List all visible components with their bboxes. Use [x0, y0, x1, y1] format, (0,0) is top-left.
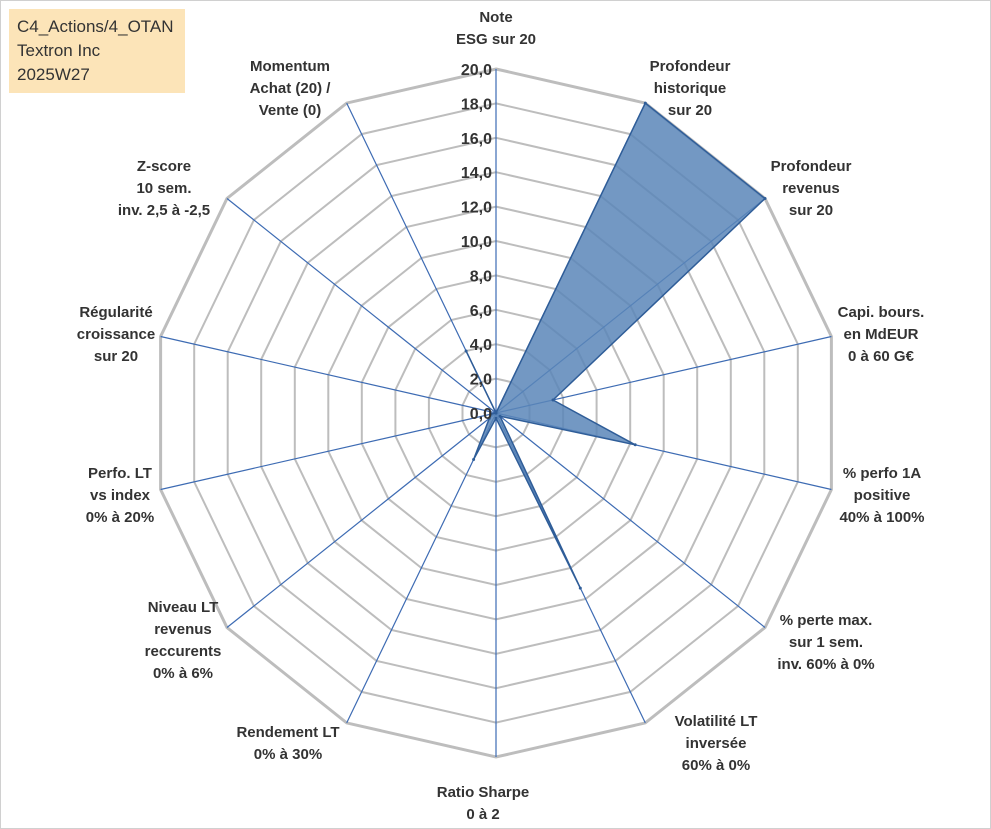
axis-spoke — [495, 412, 766, 628]
axis-label: inversée — [686, 735, 747, 752]
axis-label: 0% à 30% — [254, 746, 322, 763]
info-line-1: C4_Actions/4_OTAN — [17, 17, 174, 36]
axis-label: 0% à 6% — [153, 665, 213, 682]
series-point — [633, 443, 637, 447]
series-point — [498, 414, 502, 418]
tick-label: 20,0 — [461, 62, 492, 79]
axis-label: Ratio Sharpe — [437, 784, 530, 801]
tick-label: 10,0 — [461, 234, 492, 251]
axis-label: 40% à 100% — [839, 509, 924, 526]
axis-spoke — [346, 412, 497, 724]
axis-label: Vente (0) — [259, 102, 322, 119]
axis-label: Volatilité LT — [675, 713, 758, 730]
axis-label: sur 20 — [94, 348, 138, 365]
tick-label: 2,0 — [470, 372, 492, 389]
tick-label: 0,0 — [470, 406, 492, 423]
series-point — [551, 398, 555, 402]
axis-spoke — [160, 335, 497, 414]
tick-label: 16,0 — [461, 131, 492, 148]
series-point — [464, 349, 468, 353]
axis-label: Z-score — [137, 158, 191, 175]
series-point — [494, 411, 498, 415]
axis-label: sur 20 — [789, 202, 833, 219]
series-layer — [464, 101, 767, 590]
label-layer: Note ESG sur 20 Profondeur historique sur 20… — [77, 9, 925, 823]
tick-label: 8,0 — [470, 268, 492, 285]
axis-label: en MdEUR — [844, 326, 919, 343]
axis-label: sur 1 sem. — [789, 634, 863, 651]
axis-label: positive — [854, 487, 911, 504]
axis-label: revenus — [154, 621, 212, 638]
tick-label: 4,0 — [470, 337, 492, 354]
tick-label: 12,0 — [461, 200, 492, 217]
axis-spoke — [160, 412, 497, 491]
axis-label: vs index — [90, 487, 151, 504]
axis-label: Profondeur — [771, 158, 852, 175]
tick-layer: 0,0 2,0 4,0 6,0 8,0 10,0 12,0 14,0 16,0 18,0 20,0 — [461, 62, 492, 423]
tick-label: 6,0 — [470, 303, 492, 320]
series-point — [487, 416, 491, 420]
series-point — [763, 197, 767, 200]
axis-spoke — [226, 198, 497, 414]
axis-label: Note — [479, 9, 512, 26]
axis-label: inv. 60% à 0% — [777, 656, 874, 673]
tick-label: 14,0 — [461, 165, 492, 182]
axis-label: 0% à 20% — [86, 509, 154, 526]
series-point — [472, 458, 476, 461]
axis-label: sur 20 — [668, 102, 712, 119]
axis-label: croissance — [77, 326, 155, 343]
axis-label: Momentum — [250, 58, 330, 75]
info-box: C4_Actions/4_OTAN Textron Inc 2025W27 — [9, 9, 185, 93]
axis-label: reccurents — [145, 643, 222, 660]
axis-label: historique — [654, 80, 727, 97]
axis-label: Niveau LT — [148, 599, 219, 616]
series-point — [643, 101, 647, 105]
axis-label: ESG sur 20 — [456, 31, 536, 48]
axis-label: 0 à 2 — [466, 806, 499, 823]
axis-label: Achat (20) / — [250, 80, 332, 97]
axis-label: 0 à 60 G€ — [848, 348, 915, 365]
axis-label: inv. 2,5 à -2,5 — [118, 202, 210, 219]
axis-label: Rendement LT — [236, 724, 339, 741]
axis-label: Profondeur — [650, 58, 731, 75]
axis-label: Perfo. LT — [88, 465, 152, 482]
series-point — [578, 586, 582, 590]
info-line-2: Textron Inc — [17, 41, 101, 60]
info-line-3: 2025W27 — [17, 65, 90, 84]
tick-label: 18,0 — [461, 96, 492, 113]
series-point — [494, 416, 498, 420]
axis-label: revenus — [782, 180, 840, 197]
axis-label: % perte max. — [780, 612, 873, 629]
series-point — [489, 412, 493, 416]
axis-label: Capi. bours. — [838, 304, 925, 321]
axis-label: Régularité — [79, 304, 152, 321]
axis-label: % perfo 1A — [843, 465, 922, 482]
axis-spoke — [226, 412, 497, 628]
axis-label: 60% à 0% — [682, 757, 750, 774]
axis-label: 10 sem. — [136, 180, 191, 197]
